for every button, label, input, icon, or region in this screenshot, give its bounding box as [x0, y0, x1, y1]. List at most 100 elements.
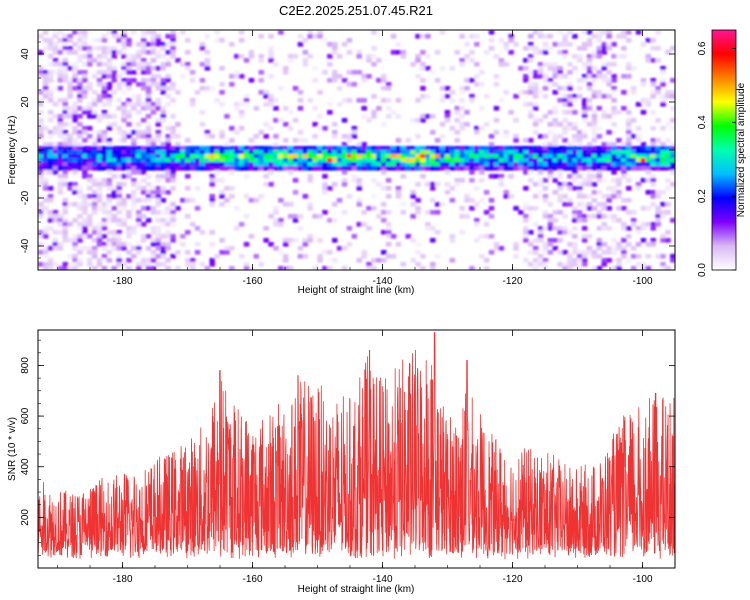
heatmap-cell — [660, 238, 666, 243]
heatmap-cell — [175, 134, 181, 139]
heatmap-cell — [581, 158, 588, 163]
heatmap-cell — [552, 82, 558, 87]
heatmap-cell — [356, 186, 362, 191]
heatmap-cell — [292, 118, 299, 123]
heatmap-cell — [601, 250, 607, 255]
heatmap-cell — [62, 234, 68, 239]
heatmap-cell — [351, 134, 358, 139]
heatmap-cell — [204, 34, 211, 39]
heatmap-cell — [537, 134, 544, 139]
heatmap-cell — [287, 54, 294, 59]
heatmap-cell — [376, 58, 382, 63]
heatmap-cell — [532, 118, 539, 123]
heatmap-cell — [341, 150, 348, 155]
heatmap-cell — [62, 114, 68, 119]
heatmap-cell — [160, 166, 166, 171]
x-tick-label: -100 — [632, 276, 652, 287]
heatmap-cell — [126, 166, 132, 171]
y-tick-label: 400 — [20, 458, 31, 475]
heatmap-cell — [273, 154, 279, 159]
heatmap-cell — [116, 218, 122, 223]
heatmap-cell — [420, 158, 426, 163]
heatmap-cell — [243, 262, 250, 267]
heatmap-cell — [140, 46, 147, 51]
heatmap-cell — [140, 150, 147, 155]
heatmap-cell — [150, 254, 157, 259]
heatmap-cell — [498, 154, 505, 159]
heatmap-cell — [660, 190, 666, 195]
heatmap-cell — [606, 142, 612, 147]
heatmap-cell — [562, 158, 568, 163]
heatmap-cell — [547, 110, 554, 115]
heatmap-cell — [670, 142, 675, 147]
heatmap-cell — [464, 146, 470, 151]
heatmap-cell — [116, 190, 122, 195]
heatmap-cell — [121, 158, 127, 163]
heatmap-cell — [238, 158, 245, 163]
heatmap-cell — [572, 210, 578, 215]
heatmap-cell — [121, 166, 127, 171]
heatmap-cell — [552, 178, 558, 183]
heatmap-cell — [62, 142, 68, 147]
heatmap-cell — [38, 230, 44, 235]
heatmap-cell — [145, 122, 152, 127]
heatmap-cell — [204, 62, 211, 67]
heatmap-cell — [91, 110, 98, 115]
heatmap-cell — [204, 158, 211, 163]
heatmap-cell — [101, 178, 108, 183]
heatmap-cell — [611, 170, 617, 175]
heatmap-cell — [106, 154, 113, 159]
heatmap-cell — [665, 50, 671, 55]
heatmap-cell — [214, 254, 220, 259]
heatmap-cell — [209, 146, 215, 151]
heatmap-cell — [72, 154, 78, 159]
heatmap-cell — [630, 90, 637, 95]
heatmap-cell — [175, 146, 181, 151]
heatmap-cell — [47, 246, 54, 251]
heatmap-cell — [52, 170, 59, 175]
heatmap-cell — [567, 98, 573, 103]
heatmap-cell — [351, 178, 358, 183]
heatmap-cell — [116, 198, 122, 203]
heatmap-cell — [185, 162, 191, 167]
heatmap-cell — [332, 134, 338, 139]
heatmap-cell — [101, 218, 108, 223]
heatmap-cell — [371, 154, 377, 159]
heatmap-cell — [562, 150, 568, 155]
heatmap-cell — [332, 78, 338, 83]
heatmap-cell — [42, 178, 49, 183]
heatmap-cell — [155, 254, 162, 259]
heatmap-cell — [430, 198, 436, 203]
heatmap-cell — [376, 166, 382, 171]
heatmap-cell — [91, 238, 98, 243]
heatmap-cell — [91, 254, 98, 259]
heatmap-cell — [557, 250, 563, 255]
heatmap-cell — [268, 126, 274, 131]
heatmap-cell — [165, 218, 171, 223]
heatmap-cell — [381, 250, 387, 255]
heatmap-cell — [532, 266, 539, 270]
heatmap-cell — [621, 154, 627, 159]
heatmap-cell — [581, 42, 588, 47]
heatmap-cell — [542, 178, 549, 183]
heatmap-cell — [194, 186, 201, 191]
heatmap-cell — [336, 74, 343, 79]
heatmap-cell — [346, 134, 353, 139]
heatmap-cell — [645, 170, 652, 175]
heatmap-cell — [273, 142, 279, 147]
heatmap-cell — [160, 254, 166, 259]
heatmap-cell — [62, 50, 68, 55]
heatmap-cell — [238, 162, 245, 167]
heatmap-cell — [72, 258, 78, 263]
heatmap-cell — [640, 98, 647, 103]
heatmap-cell — [204, 50, 211, 55]
heatmap-cell — [405, 166, 411, 171]
heatmap-cell — [562, 202, 568, 207]
heatmap-cell — [503, 150, 509, 155]
heatmap-cell — [616, 218, 622, 223]
heatmap-cell — [532, 94, 539, 99]
heatmap-cell — [47, 162, 54, 167]
heatmap-cell — [165, 74, 171, 79]
heatmap-cell — [150, 186, 157, 191]
heatmap-cell — [513, 42, 519, 47]
